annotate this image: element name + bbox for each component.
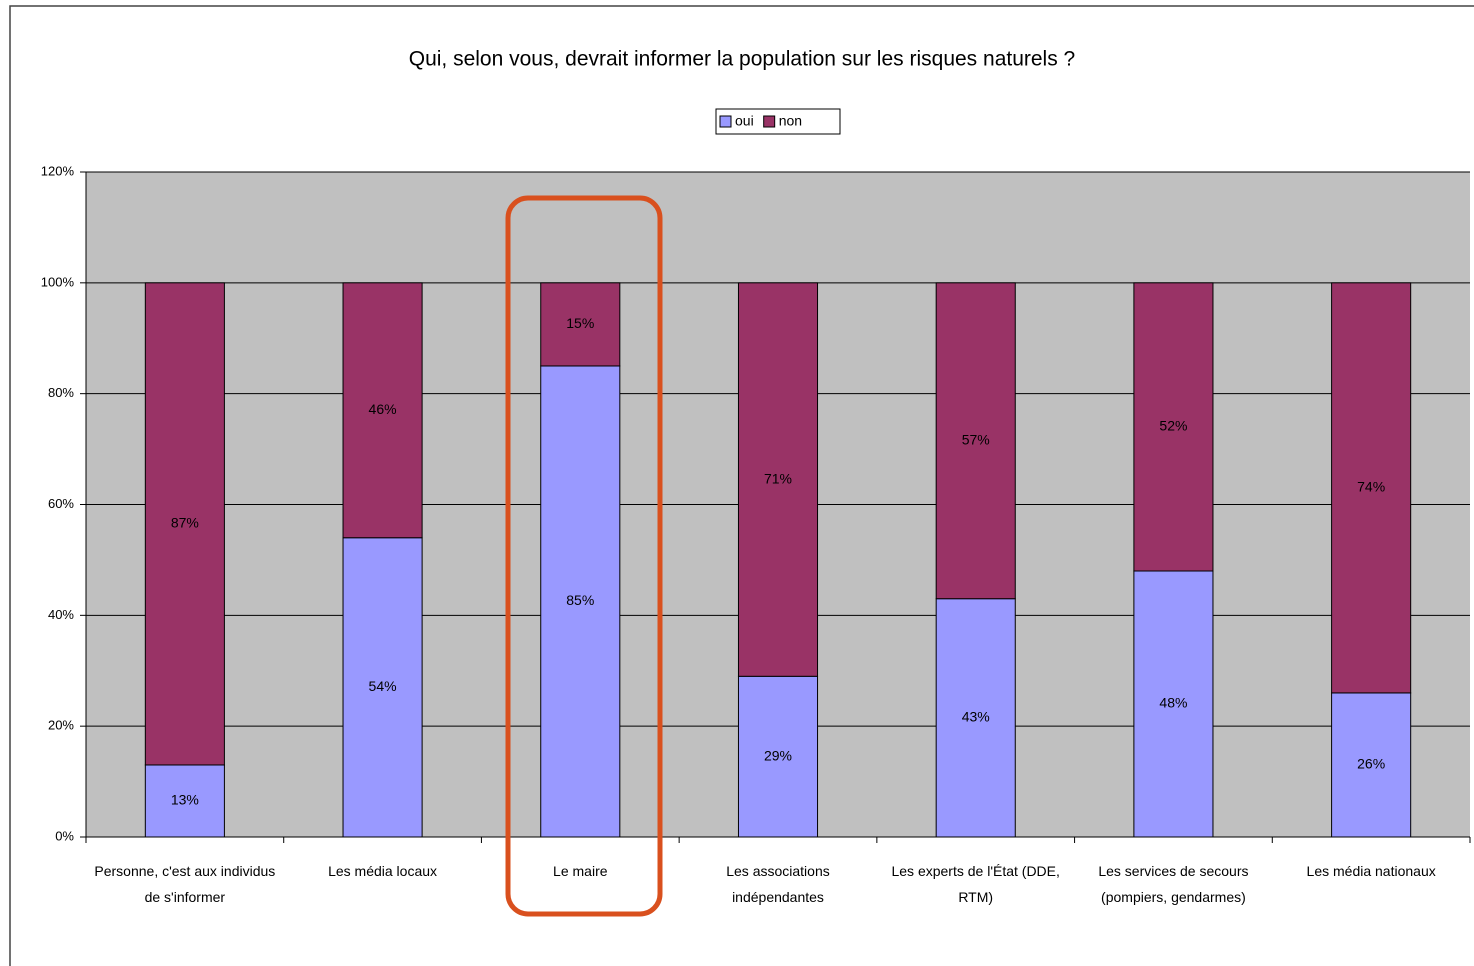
legend-label: oui [735, 113, 754, 129]
x-tick-label: Les experts de l'État (DDE, RTM) [891, 863, 1060, 905]
data-label: 85% [566, 592, 594, 608]
data-label: 57% [962, 431, 990, 447]
bar-segment [540, 282, 621, 367]
data-label: 46% [369, 401, 397, 417]
x-tick-label: Le maire [553, 863, 608, 879]
data-label: 26% [1357, 756, 1385, 772]
x-tick-label: Les associations indépendantes [726, 863, 830, 905]
data-label: 29% [764, 747, 792, 763]
data-label: 13% [171, 792, 199, 808]
y-tick-label: 0% [55, 828, 74, 843]
y-tick-label: 40% [48, 607, 74, 622]
legend-swatch [763, 115, 776, 128]
bar-segment [1331, 692, 1412, 838]
y-tick-label: 120% [41, 163, 75, 178]
data-label: 54% [369, 678, 397, 694]
bar-segment [935, 598, 1016, 838]
y-tick-label: 20% [48, 718, 74, 733]
legend-swatch [719, 115, 732, 128]
data-label: 52% [1159, 418, 1187, 434]
data-label: 15% [566, 315, 594, 331]
x-tick-label: Les services de secours (pompiers, genda… [1098, 863, 1249, 905]
y-tick-label: 100% [41, 274, 75, 289]
y-tick-label: 80% [48, 385, 74, 400]
data-label: 71% [764, 470, 792, 486]
bar-segment [1133, 570, 1214, 838]
data-label: 87% [171, 515, 199, 531]
x-tick-label: Les média locaux [328, 863, 438, 879]
x-tick-label: Personne, c'est aux individus de s'infor… [94, 863, 276, 905]
bar-segment [737, 675, 819, 838]
data-label: 43% [962, 709, 990, 725]
legend-label: non [779, 113, 802, 129]
bar-segment [342, 282, 423, 539]
bar-segment [1133, 282, 1214, 572]
highlight [505, 195, 663, 917]
x-tick-label: Les média nationaux [1306, 863, 1436, 879]
bar-segment [935, 282, 1016, 600]
data-label: 48% [1159, 695, 1187, 711]
bar-segment [737, 282, 819, 677]
y-tick-label: 60% [48, 496, 74, 511]
data-label: 74% [1357, 479, 1385, 495]
bar-segment [144, 282, 225, 766]
bar-segment [1331, 282, 1412, 694]
chart-title: Qui, selon vous, devrait informer la pop… [409, 48, 1076, 71]
legend-box [715, 108, 841, 135]
bar-segment [540, 365, 621, 838]
